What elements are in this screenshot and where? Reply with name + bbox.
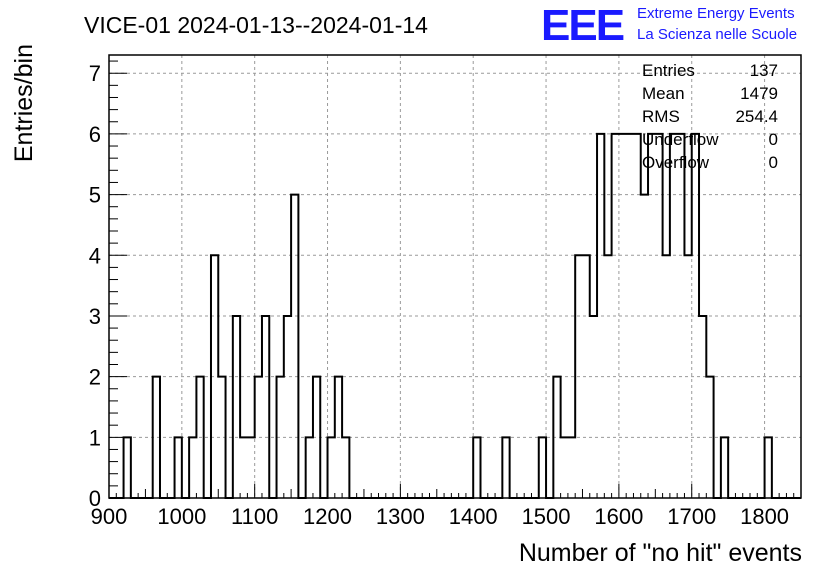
histogram-bin xyxy=(670,134,677,498)
histogram-bin xyxy=(124,437,131,498)
histogram-bin xyxy=(473,437,480,498)
histogram-bin xyxy=(641,195,648,498)
histogram-bin xyxy=(211,255,218,498)
histogram-bin xyxy=(313,377,320,498)
histogram-bin xyxy=(284,316,291,498)
x-tick-labels: 900 1000 1100 1200 1300 1400 1500 1600 1700 1800 xyxy=(91,504,789,529)
histogram-bin xyxy=(633,134,640,498)
histogram-bin xyxy=(175,437,182,498)
logo-mark: EEE xyxy=(541,1,624,50)
histogram-bin xyxy=(233,316,240,498)
histogram-bin xyxy=(684,255,691,498)
histogram-bin xyxy=(663,255,670,498)
x-tick-label: 1700 xyxy=(667,504,716,529)
y-axis-label: Entries/bin xyxy=(10,44,38,162)
axis-ticks xyxy=(108,60,802,499)
histogram-bin xyxy=(721,437,728,498)
chart-title: VICE-01 2024-01-13--2024-01-14 xyxy=(84,12,428,38)
stat-label: Overflow xyxy=(642,153,710,172)
histogram-bin xyxy=(655,134,662,498)
x-tick-label: 900 xyxy=(91,504,128,529)
histogram-bin xyxy=(706,377,713,498)
stat-label: Entries xyxy=(642,61,695,80)
histogram-bin xyxy=(597,134,604,498)
x-tick-label: 1800 xyxy=(740,504,789,529)
x-axis-label: Number of "no hit" events xyxy=(519,539,802,567)
histogram-bin xyxy=(626,134,633,498)
histogram-bin xyxy=(553,377,560,498)
histogram-bin xyxy=(765,437,772,498)
y-tick-label: 5 xyxy=(89,183,101,208)
histogram-bin xyxy=(612,134,619,498)
histogram-bin xyxy=(575,255,582,498)
stats-box: Entries 137 Mean 1479 RMS 254.4 Underflow 0 Over… xyxy=(642,61,778,172)
histogram-bin xyxy=(561,437,568,498)
y-tick-label: 2 xyxy=(89,365,101,390)
histogram-bin xyxy=(189,437,196,498)
y-tick-label: 4 xyxy=(89,243,101,268)
histogram-bin xyxy=(153,377,160,498)
y-tick-labels: 0 1 2 3 4 5 6 7 xyxy=(89,61,101,511)
histogram-bin xyxy=(502,437,509,498)
stat-value: 0 xyxy=(769,130,778,149)
y-tick-label: 6 xyxy=(89,122,101,147)
histogram-bin xyxy=(306,437,313,498)
stat-label: Mean xyxy=(642,84,685,103)
histogram-bin xyxy=(692,134,699,498)
stat-value: 1479 xyxy=(740,84,778,103)
histogram-bin xyxy=(677,134,684,498)
histogram-bin xyxy=(648,134,655,498)
stat-value: 137 xyxy=(750,61,778,80)
y-tick-label: 0 xyxy=(89,486,101,511)
histogram-bin xyxy=(277,377,284,498)
stat-label: RMS xyxy=(642,107,680,126)
histogram-bin xyxy=(218,377,225,498)
y-tick-label: 3 xyxy=(89,304,101,329)
x-tick-label: 1100 xyxy=(231,504,278,529)
histogram-bin xyxy=(604,255,611,498)
histogram-bin xyxy=(240,437,247,498)
x-tick-label: 1400 xyxy=(449,504,498,529)
histogram-bin xyxy=(262,316,269,498)
x-tick-label: 1500 xyxy=(522,504,571,529)
x-tick-label: 1200 xyxy=(303,504,352,529)
y-tick-label: 7 xyxy=(89,61,101,86)
stat-label: Underflow xyxy=(642,130,719,149)
stat-value: 254.4 xyxy=(735,107,778,126)
histogram-bin xyxy=(582,255,589,498)
histogram-bin xyxy=(335,377,342,498)
histogram-bin xyxy=(568,437,575,498)
histogram-bin xyxy=(247,437,254,498)
histogram-bin xyxy=(255,377,262,498)
histogram-bin xyxy=(328,437,335,498)
eee-logo: EEE Extreme Energy Events La Scienza nel… xyxy=(541,1,797,50)
histogram-bin xyxy=(699,316,706,498)
stat-value: 0 xyxy=(769,153,778,172)
histogram-bin xyxy=(342,437,349,498)
histogram-bin xyxy=(196,377,203,498)
histogram-bin xyxy=(291,195,298,498)
x-tick-label: 1000 xyxy=(157,504,206,529)
histogram-bin xyxy=(539,437,546,498)
logo-line-1: Extreme Energy Events xyxy=(637,5,795,22)
logo-line-2: La Scienza nelle Scuole xyxy=(637,26,797,43)
x-tick-label: 1300 xyxy=(376,504,425,529)
plot-frame xyxy=(108,54,802,499)
histogram-bin xyxy=(619,134,626,498)
y-tick-label: 1 xyxy=(89,425,101,450)
x-tick-label: 1600 xyxy=(594,504,643,529)
histogram-bin xyxy=(590,316,597,498)
